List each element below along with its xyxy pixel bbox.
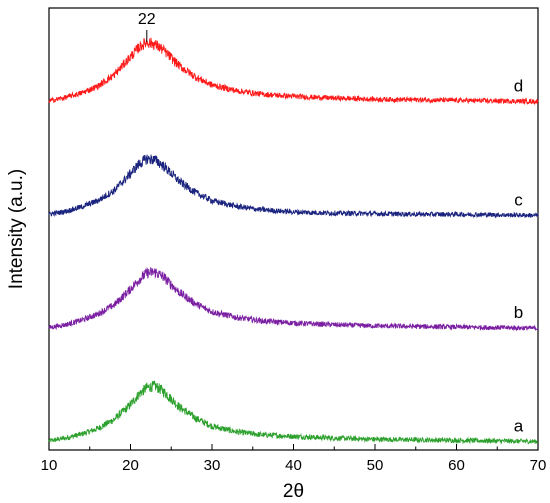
series-line-a xyxy=(48,380,539,445)
x-tick-label: 30 xyxy=(204,457,221,474)
series-labels: a b c d xyxy=(514,77,524,436)
x-tick-label: 40 xyxy=(285,457,302,474)
series-label-a: a xyxy=(514,417,524,436)
series-line-d xyxy=(48,37,539,106)
series-label-c: c xyxy=(514,190,523,209)
x-tick-label: 60 xyxy=(448,457,465,474)
series-line-b xyxy=(48,266,539,332)
peak-annotation-label: 22 xyxy=(138,11,156,28)
series-layer xyxy=(48,37,539,445)
y-axis-label: Intensity (a.u.) xyxy=(6,169,27,289)
series-label-d: d xyxy=(514,77,523,96)
x-axis-ticks: 10 20 30 40 50 60 70 xyxy=(41,444,547,474)
x-axis-label: 2θ xyxy=(283,481,304,502)
annotation-layer: 22 xyxy=(138,11,156,42)
x-tick-label: 50 xyxy=(367,457,384,474)
x-tick-label: 10 xyxy=(41,457,58,474)
x-tick-label: 70 xyxy=(530,457,547,474)
x-tick-label: 20 xyxy=(122,457,139,474)
series-line-c xyxy=(48,154,539,219)
plot-frame xyxy=(48,7,539,451)
series-label-b: b xyxy=(514,303,523,322)
